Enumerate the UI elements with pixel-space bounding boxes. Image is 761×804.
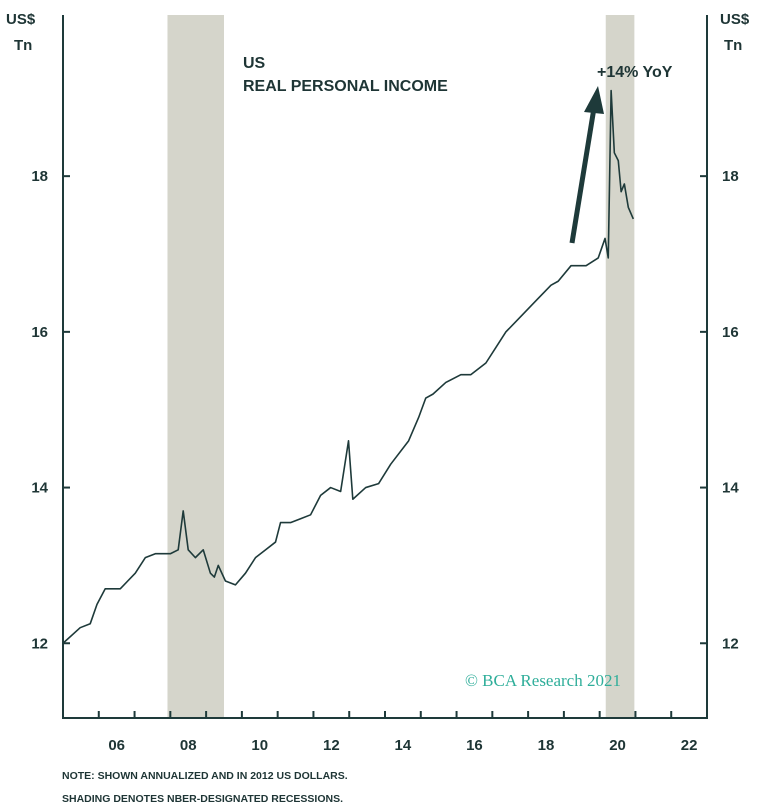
watermark: © BCA Research 2021 — [465, 671, 621, 690]
x-tick-label: 18 — [538, 737, 555, 754]
annotation: +14% YoY — [597, 64, 673, 81]
recession-band — [167, 15, 224, 718]
chart-subtitle: REAL PERSONAL INCOME — [243, 78, 448, 95]
y-tick-label: 16 — [31, 324, 48, 341]
x-tick-label: 14 — [395, 737, 412, 754]
y-label: Tn — [14, 37, 32, 54]
y2-label: Tn — [724, 37, 742, 54]
x-tick-label: 22 — [681, 737, 698, 754]
x-tick-label: 16 — [466, 737, 483, 754]
line — [62, 89, 635, 644]
y-tick-label: 18 — [31, 168, 48, 185]
x-tick-label: 06 — [108, 737, 125, 754]
chart-title: US — [243, 55, 266, 72]
x-tick-label: 08 — [180, 737, 197, 754]
y-tick-label: 12 — [31, 635, 48, 652]
y-label: US$ — [6, 11, 36, 28]
x-tick-label: 12 — [323, 737, 340, 754]
y2-tick-label: 12 — [722, 635, 739, 652]
note: SHADING DENOTES NBER-DESIGNATED RECESSIO… — [62, 793, 343, 804]
x-tick-label: 10 — [251, 737, 268, 754]
arrow-shaft — [569, 107, 597, 244]
y2-tick-label: 16 — [722, 324, 739, 341]
note: NOTE: SHOWN ANNUALIZED AND IN 2012 US DO… — [62, 770, 348, 782]
y2-tick-label: 18 — [722, 168, 739, 185]
y-tick-label: 14 — [31, 480, 48, 497]
x-tick-label: 20 — [609, 737, 626, 754]
y2-tick-label: 14 — [722, 480, 739, 497]
arrow-head — [584, 86, 604, 114]
y2-label: US$ — [720, 11, 750, 28]
